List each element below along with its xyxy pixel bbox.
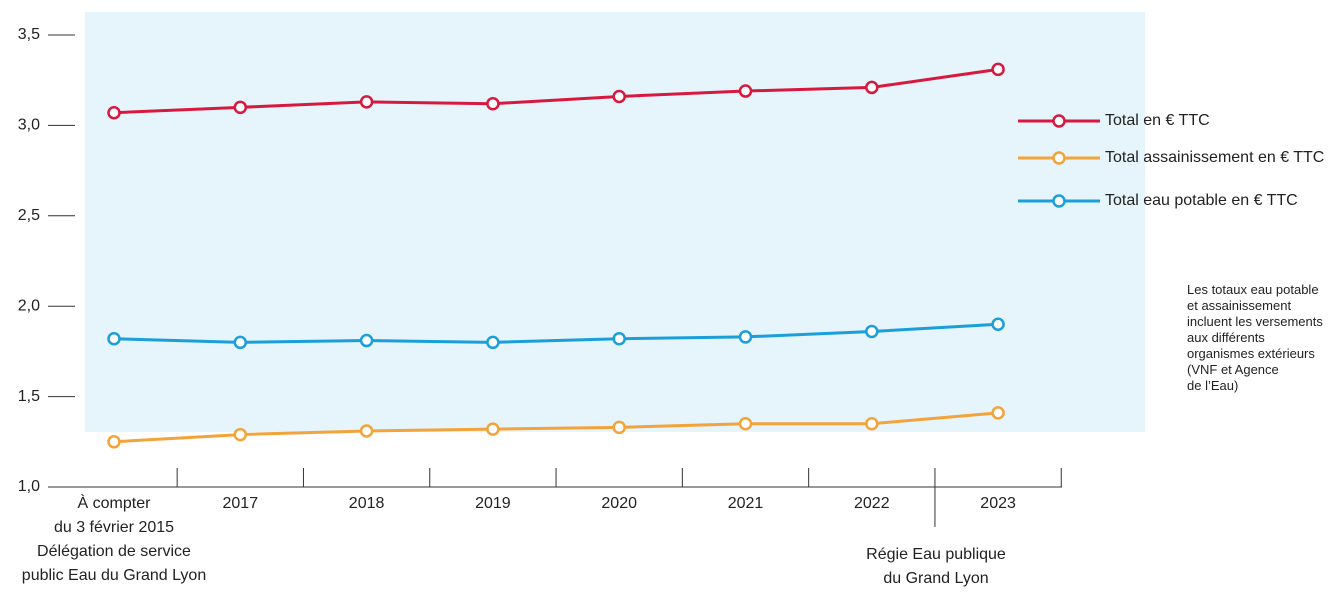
x-tick-label: 2021 [727,495,764,512]
point [233,100,248,115]
series-line [113,411,999,444]
point [486,96,500,111]
x-tick-label: À compter du 3 février 2015 [53,495,175,536]
point [233,427,248,442]
x-tick-label: 2019 [475,495,511,512]
point [486,335,500,350]
annotation: Régie Eau publique du Grand Lyon [866,546,1006,587]
point [738,330,753,344]
point [359,333,374,348]
x-tick-label: 2017 [222,495,259,512]
point [738,84,753,98]
y-tick-label: 1,0 [18,478,40,495]
point [612,420,626,435]
point [865,324,879,339]
x-tick-label: 2023 [980,495,1016,512]
point [991,406,1005,420]
point [612,89,626,104]
x-tick-label: 2022 [854,495,890,512]
point [865,80,879,95]
legend-marker [1052,151,1066,165]
point [107,331,121,346]
point [991,317,1005,332]
point [359,95,374,109]
y-tick-label: 3,5 [18,26,40,43]
y-tick-label: 1,5 [18,388,40,405]
point [107,435,121,449]
series-line [113,67,999,115]
x-tick-label: 2018 [348,495,385,512]
y-tick-label: 2,0 [18,297,40,314]
point [738,416,753,431]
legend-marker [1052,194,1066,208]
series-line [113,322,999,344]
y-tick-label: 3,0 [18,117,40,134]
x-tick-label: 2020 [601,495,637,512]
point [233,335,248,350]
point [865,416,879,431]
point [107,105,121,120]
note: Les totaux eau potable et assainissement… [1187,282,1323,393]
point [486,422,500,436]
point [991,62,1005,77]
point [612,331,626,346]
annotation: Délégation de service public Eau du Gran… [21,543,207,584]
point [359,424,374,438]
legend-label: Total assainissement en € TTC [1105,149,1324,166]
legend-label: Total eau potable en € TTC [1105,192,1298,209]
plot-background [85,12,1145,432]
y-tick-label: 2,5 [18,207,40,224]
legend-label: Total en € TTC [1105,112,1210,129]
legend-marker [1052,114,1066,128]
